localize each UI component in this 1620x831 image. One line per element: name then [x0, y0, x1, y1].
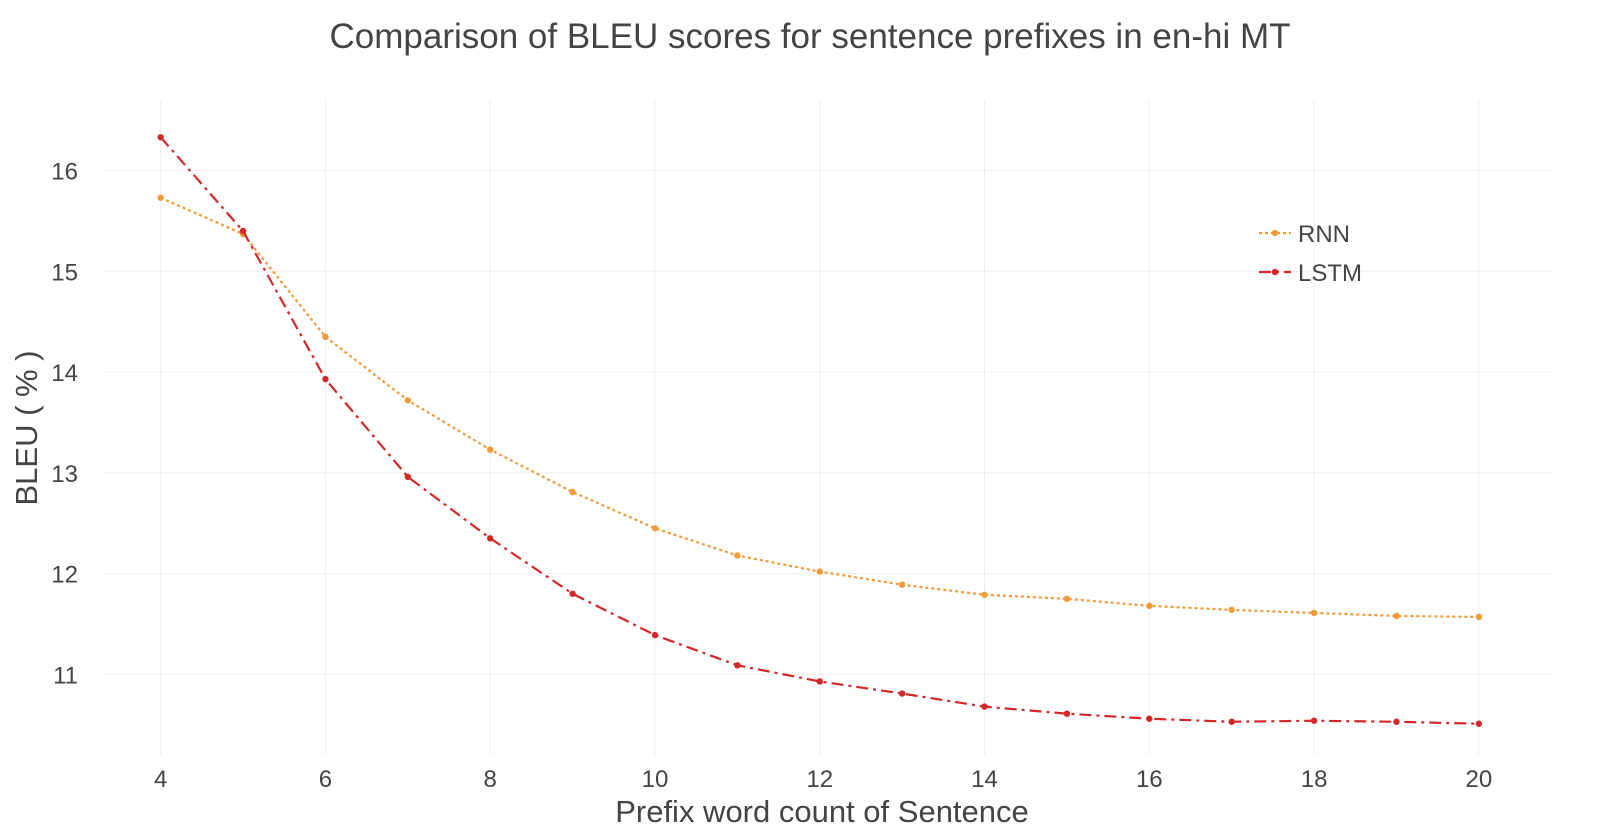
data-point-rnn — [1063, 595, 1071, 603]
data-point-rnn — [1393, 612, 1400, 620]
legend-marker-lstm — [1271, 268, 1279, 276]
y-axis-ticks: 11 12 13 14 15 16 — [51, 159, 78, 690]
data-point-lstm — [404, 473, 412, 481]
data-point-lstm — [322, 375, 329, 383]
data-point-lstm — [239, 227, 247, 235]
y-tick-label: 16 — [51, 159, 78, 186]
data-point-rnn — [981, 591, 988, 598]
data-point-rnn — [898, 581, 906, 588]
x-axis-ticks: 4 6 8 10 12 14 16 18 20 — [154, 766, 1492, 793]
data-point-lstm — [1228, 718, 1235, 725]
x-tick-label: 6 — [319, 766, 332, 793]
x-tick-label: 18 — [1301, 766, 1328, 793]
y-tick-label: 15 — [51, 259, 78, 286]
data-point-rnn — [816, 568, 823, 575]
data-point-lstm — [1063, 710, 1071, 717]
data-point-lstm — [734, 662, 741, 669]
data-point-rnn — [1228, 606, 1235, 614]
data-point-lstm — [1393, 718, 1400, 725]
data-point-lstm — [1310, 717, 1318, 724]
data-point-rnn — [1475, 613, 1483, 621]
y-axis-title: BLEU ( % ) — [9, 350, 44, 505]
legend: RNN LSTM — [1259, 221, 1362, 287]
data-point-rnn — [651, 525, 659, 532]
legend-marker-rnn — [1271, 229, 1279, 237]
data-point-rnn — [1310, 609, 1318, 617]
legend-label-lstm: LSTM — [1298, 260, 1362, 287]
legend-item-rnn: RNN — [1259, 221, 1350, 248]
chart-title: Comparison of BLEU scores for sentence p… — [330, 17, 1291, 56]
series-line-lstm — [159, 136, 1479, 725]
y-tick-label: 12 — [51, 562, 78, 589]
data-point-lstm — [1146, 715, 1153, 722]
data-point-rnn — [734, 552, 741, 559]
data-point-lstm — [157, 134, 164, 141]
y-tick-label: 11 — [53, 662, 78, 689]
x-tick-label: 14 — [971, 766, 998, 793]
data-point-rnn — [487, 446, 494, 453]
data-point-lstm — [487, 535, 494, 542]
data-point-rnn — [569, 488, 576, 496]
legend-label-rnn: RNN — [1298, 221, 1350, 248]
series-lstm — [157, 134, 1483, 727]
y-tick-label: 13 — [51, 461, 78, 488]
data-point-rnn — [1146, 602, 1153, 610]
grid — [103, 100, 1553, 755]
x-tick-label: 10 — [642, 766, 669, 793]
series-layer — [157, 134, 1483, 727]
data-point-lstm — [651, 631, 659, 639]
x-tick-label: 16 — [1136, 766, 1163, 793]
data-point-lstm — [569, 590, 576, 597]
data-point-lstm — [1475, 720, 1483, 727]
data-point-lstm — [981, 703, 988, 710]
x-tick-label: 8 — [484, 766, 497, 793]
y-tick-label: 14 — [51, 360, 78, 387]
x-tick-label: 20 — [1466, 766, 1493, 793]
x-axis-title: Prefix word count of Sentence — [615, 794, 1029, 829]
data-point-rnn — [322, 333, 329, 341]
data-point-lstm — [898, 690, 906, 697]
data-point-lstm — [816, 678, 823, 685]
data-point-rnn — [404, 397, 412, 404]
legend-item-lstm: LSTM — [1259, 260, 1362, 287]
x-tick-label: 12 — [806, 766, 833, 793]
x-tick-label: 4 — [154, 766, 167, 793]
data-point-rnn — [157, 194, 164, 201]
